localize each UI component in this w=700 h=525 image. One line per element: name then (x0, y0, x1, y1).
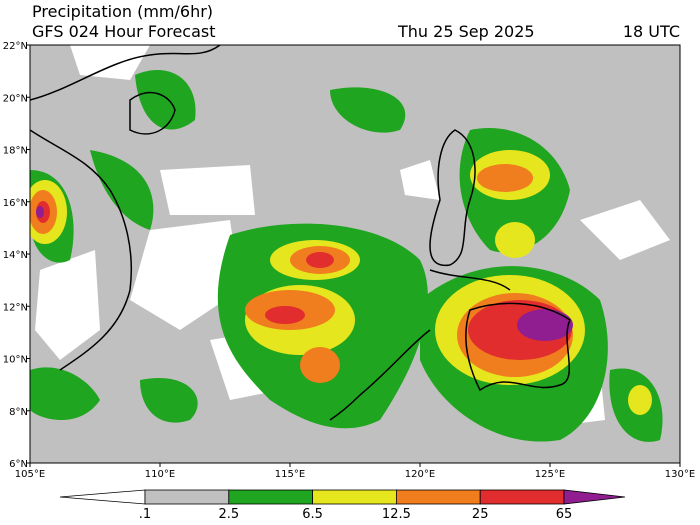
subtitle: GFS 024 Hour Forecast (32, 22, 216, 41)
colorbar-label: 2.5 (218, 507, 239, 522)
precip-field (30, 45, 680, 463)
colorbar-segment (228, 489, 314, 505)
colorbar-high-arrow (563, 489, 626, 505)
lon-label: 115°E (275, 469, 305, 480)
lat-label: 12°N (3, 302, 28, 313)
colorbar-label: .1 (139, 507, 151, 522)
colorbar-segment (479, 489, 565, 505)
colorbar-segment (144, 489, 230, 505)
lat-label: 16°N (3, 198, 28, 209)
title: Precipitation (mm/6hr) (32, 2, 213, 21)
lon-label: 125°E (535, 469, 565, 480)
colorbar-label: 12.5 (382, 507, 411, 522)
date: Thu 25 Sep 2025 (397, 22, 535, 41)
lat-label: 6°N (9, 459, 28, 470)
colorbar-low-arrow (59, 489, 146, 505)
lon-label: 110°E (145, 469, 175, 480)
time: 18 UTC (623, 22, 680, 41)
colorbar-label: 25 (472, 507, 489, 522)
colorbar-label: 6.5 (302, 507, 323, 522)
lat-label: 14°N (3, 250, 28, 261)
colorbar-segment (312, 489, 397, 505)
lon-label: 130°E (665, 469, 695, 480)
lon-label: 105°E (15, 469, 45, 480)
lat-label: 10°N (3, 355, 28, 366)
lat-label: 18°N (3, 146, 28, 157)
colorbar-segment (395, 489, 481, 505)
lon-label: 120°E (405, 469, 435, 480)
lat-label: 20°N (3, 93, 28, 104)
colorbar-label: 65 (556, 507, 573, 522)
coastlines (30, 45, 571, 421)
lat-label: 22°N (3, 41, 28, 52)
lat-label: 8°N (9, 407, 28, 418)
